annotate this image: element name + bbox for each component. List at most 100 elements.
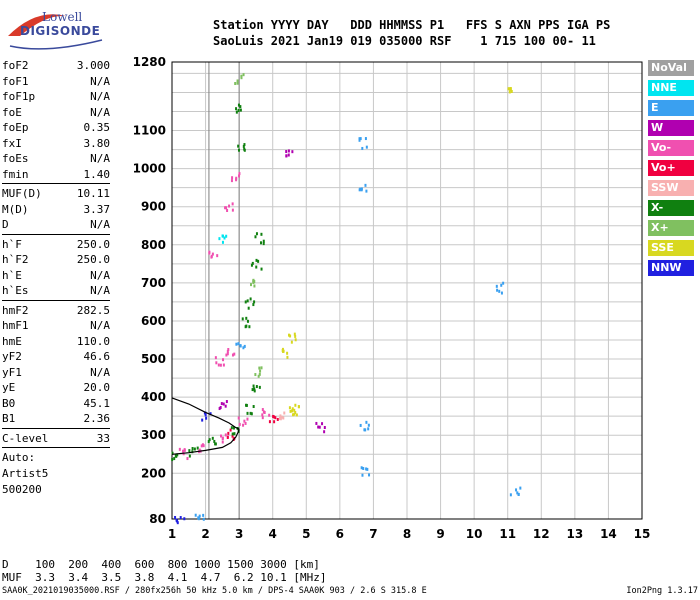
logo-swoosh	[8, 14, 103, 50]
echo-point	[176, 453, 179, 457]
echo-point	[364, 137, 367, 141]
echo-point	[257, 259, 260, 263]
echo-point	[283, 411, 286, 415]
echo-point	[248, 325, 251, 329]
echo-point	[291, 150, 294, 154]
echo-point	[242, 346, 245, 350]
echo-point	[358, 188, 361, 192]
echo-point	[279, 417, 282, 421]
param-key: fmin	[2, 167, 29, 181]
echo-point	[217, 363, 220, 367]
echo-point	[224, 206, 227, 210]
legend-item-x: X-	[648, 200, 694, 216]
echo-point	[360, 466, 363, 470]
echo-point	[282, 349, 285, 353]
echo-point	[232, 426, 235, 430]
echo-point	[509, 88, 512, 92]
echo-point	[258, 366, 261, 370]
x-tick-label: 1	[168, 527, 176, 541]
param-key: B1	[2, 412, 16, 425]
echo-point	[241, 317, 244, 321]
echo-point	[246, 411, 249, 415]
y-tick-label: 900	[141, 200, 166, 214]
echo-point	[211, 252, 214, 256]
echo-point	[171, 458, 174, 462]
param-value: 282.5	[76, 303, 110, 317]
param-key: C-level	[2, 431, 49, 445]
legend-item-vo: Vo-	[648, 140, 694, 156]
param-key: foF1p	[2, 90, 36, 103]
echo-point	[519, 486, 522, 490]
param-separator	[2, 447, 110, 448]
x-tick-label: 7	[369, 527, 377, 541]
echo-point	[211, 436, 214, 440]
x-tick-label: 11	[499, 527, 516, 541]
param-value: N/A	[90, 365, 110, 379]
echo-point	[293, 332, 296, 336]
echo-point	[361, 473, 364, 477]
echo-point	[280, 415, 283, 419]
echo-point	[200, 444, 203, 448]
echo-point	[237, 342, 240, 346]
echo-point	[358, 137, 361, 141]
echo-point	[243, 147, 246, 151]
echo-point	[219, 406, 222, 410]
echo-point	[215, 361, 218, 365]
param-key: B0	[2, 396, 16, 410]
y-tick-label: 400	[141, 390, 166, 404]
echo-point	[219, 363, 222, 367]
echo-point	[365, 420, 368, 424]
echo-point	[259, 369, 262, 373]
echo-point	[238, 174, 241, 178]
param-separator	[2, 183, 110, 184]
param-value: 33	[96, 431, 110, 445]
legend-item-nne: NNE	[648, 80, 694, 96]
echo-point	[222, 363, 225, 367]
echo-point	[231, 434, 234, 438]
echo-point	[226, 352, 229, 356]
echo-point	[294, 411, 297, 415]
polarization-legend: NoVal NNE E W Vo- Vo+ SSW X- X+ SSE NNW	[648, 60, 694, 280]
echo-point	[197, 517, 200, 521]
echo-point	[174, 515, 177, 519]
param-key: D	[2, 218, 9, 231]
param-key: h`Es	[2, 284, 29, 297]
echo-point	[229, 428, 232, 432]
param-row: C-level 33	[2, 431, 110, 447]
param-value: N/A	[90, 268, 110, 282]
echo-point	[290, 340, 293, 344]
echo-point	[210, 254, 213, 258]
echo-point	[246, 319, 249, 323]
electron-density-profile	[171, 428, 240, 455]
x-tick-label: 13	[567, 527, 584, 541]
param-key: yF2	[2, 350, 22, 363]
echo-point	[225, 353, 228, 357]
echo-point	[231, 176, 234, 180]
param-key: fxI	[2, 136, 22, 150]
echo-point	[242, 144, 245, 148]
echo-point	[510, 89, 513, 93]
echo-point	[176, 519, 179, 523]
y-tick-label: 800	[141, 238, 166, 252]
param-row: foF1 N/A	[2, 74, 110, 90]
autoscaling-code: 500200	[2, 483, 42, 496]
echo-point	[364, 183, 367, 187]
echo-point	[321, 422, 324, 426]
muf-value-row: MUF 3.3 3.4 3.5 3.8 4.1 4.7 6.2 10.1 [MH…	[2, 571, 327, 584]
echo-point	[516, 491, 519, 495]
echo-point	[237, 109, 240, 113]
param-key: h`F2	[2, 253, 29, 266]
echo-point	[287, 333, 290, 337]
echo-point	[245, 403, 248, 407]
echo-point	[250, 412, 253, 416]
echo-point	[251, 261, 254, 265]
param-value: 3.80	[83, 136, 111, 150]
echo-point	[285, 150, 288, 154]
echo-point	[235, 110, 238, 114]
echo-point	[194, 513, 197, 517]
echo-point	[233, 432, 236, 436]
param-value: 20.0	[83, 381, 111, 394]
param-row: B1 2.36	[2, 411, 110, 427]
param-value: 3.37	[83, 202, 111, 216]
echo-point	[224, 433, 227, 437]
